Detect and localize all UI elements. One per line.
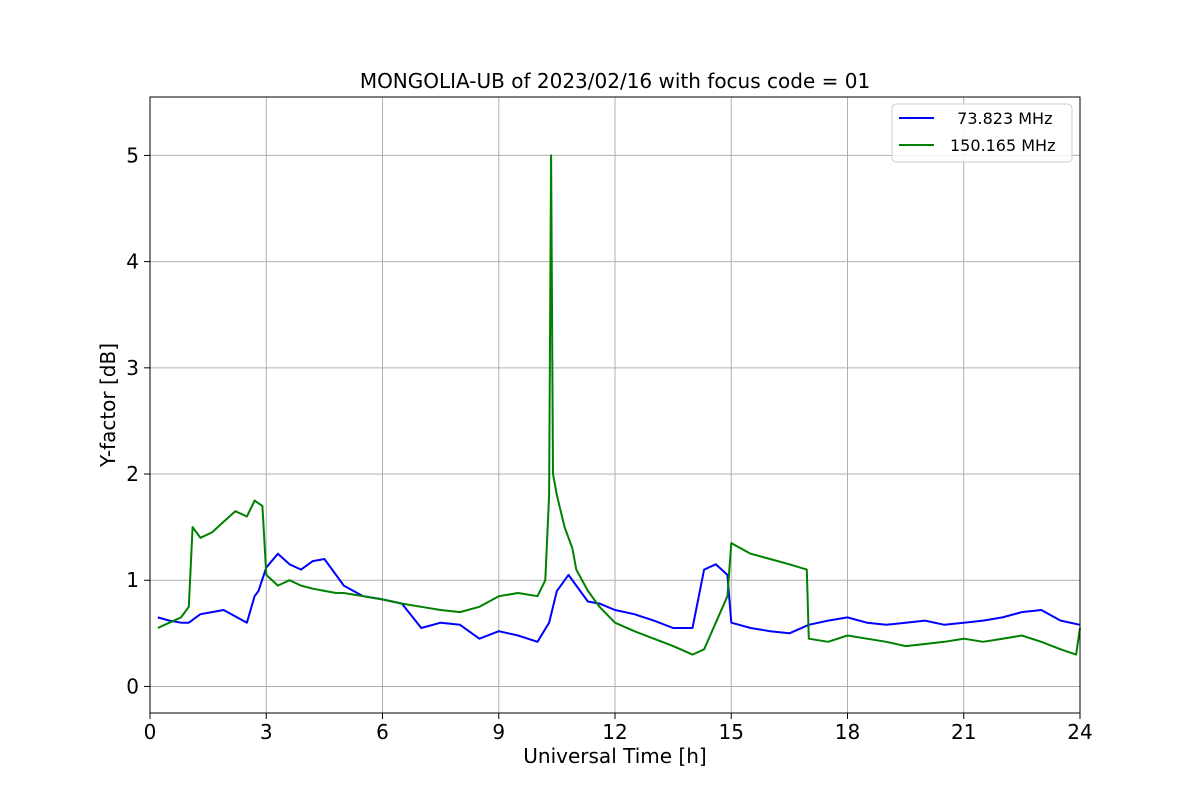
y-tick-label: 5 <box>126 143 139 167</box>
y-axis: 0 1 2 3 4 5 <box>126 143 150 698</box>
x-tick-label: 21 <box>951 720 976 744</box>
x-axis: 0 3 6 9 12 15 18 21 24 <box>144 713 1093 744</box>
y-axis-label: Y-factor [dB] <box>96 343 120 468</box>
x-tick-label: 24 <box>1067 720 1092 744</box>
x-tick-label: 0 <box>144 720 157 744</box>
y-tick-label: 2 <box>126 462 139 486</box>
x-tick-label: 3 <box>260 720 273 744</box>
x-tick-label: 18 <box>835 720 860 744</box>
x-tick-label: 15 <box>719 720 744 744</box>
series-line-1 <box>157 552 1081 643</box>
legend: 73.823 MHz 150.165 MHz <box>891 103 1073 163</box>
chart-title: MONGOLIA-UB of 2023/02/16 with focus cod… <box>360 69 870 93</box>
x-axis-label: Universal Time [h] <box>523 744 706 768</box>
legend-label-series-2: 150.165 MHz <box>950 136 1055 155</box>
y-tick-label: 4 <box>126 250 139 274</box>
y-tick-label: 1 <box>126 568 139 592</box>
series-layer <box>157 154 1081 656</box>
series-line-2 <box>157 154 1081 656</box>
x-tick-label: 12 <box>602 720 627 744</box>
legend-box <box>891 103 1073 163</box>
legend-label-series-1: 73.823 MHz <box>947 109 1052 128</box>
x-tick-label: 6 <box>376 720 389 744</box>
x-tick-label: 9 <box>492 720 505 744</box>
y-tick-label: 3 <box>126 356 139 380</box>
y-tick-label: 0 <box>126 674 139 698</box>
